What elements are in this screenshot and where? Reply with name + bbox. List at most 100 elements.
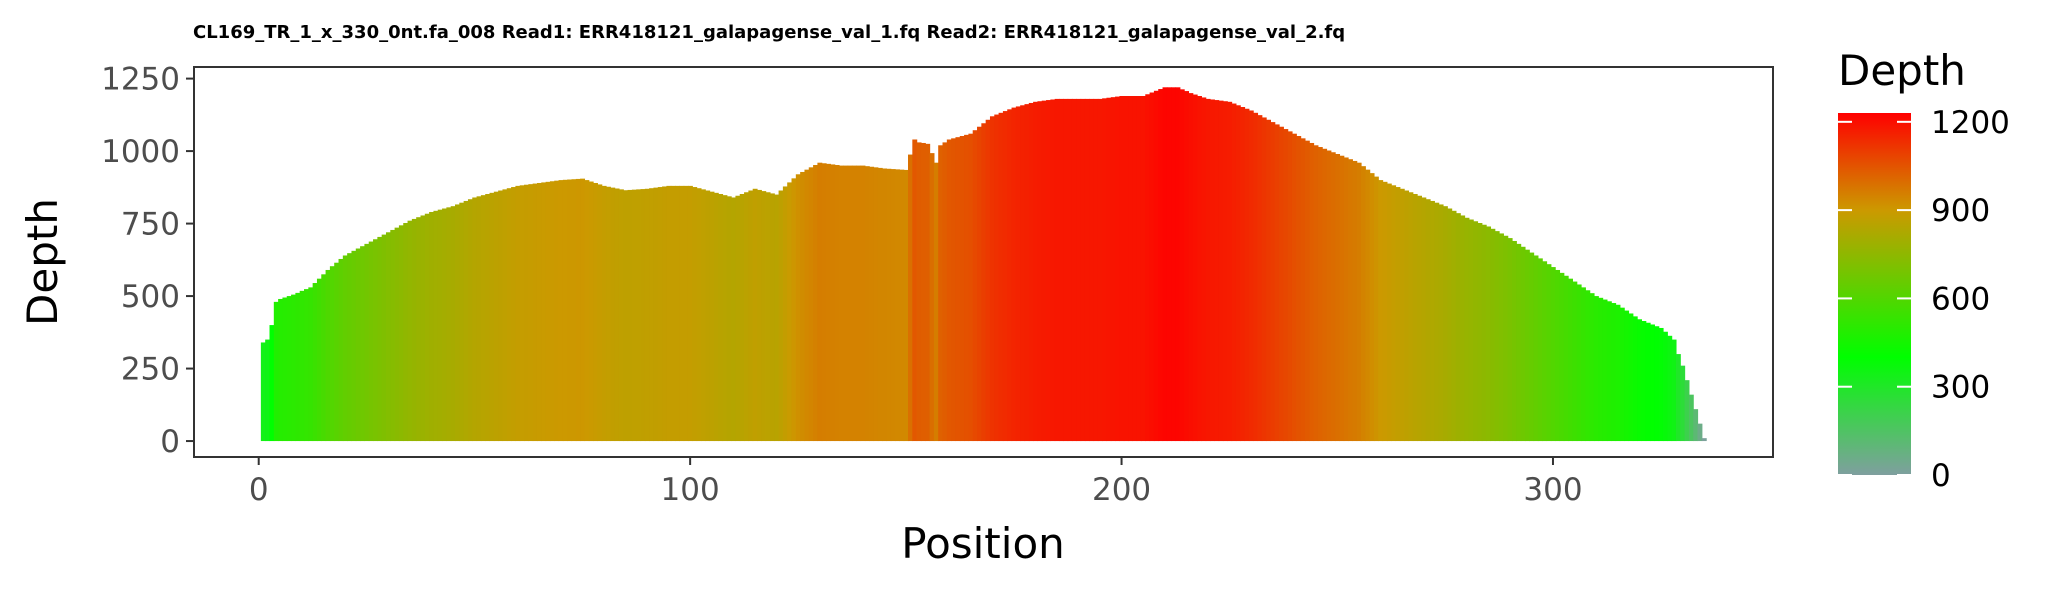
depth-bar	[1050, 99, 1056, 442]
depth-bar	[549, 181, 555, 442]
depth-bar	[787, 182, 793, 442]
depth-bar	[1119, 96, 1125, 442]
depth-bar	[1244, 108, 1250, 442]
depth-bar	[1593, 296, 1599, 442]
depth-bar	[278, 298, 284, 442]
depth-bar	[1680, 365, 1686, 442]
depth-bar	[1356, 162, 1362, 442]
depth-bar	[1598, 297, 1604, 442]
depth-bar	[916, 142, 922, 442]
depth-bar	[1555, 269, 1561, 442]
depth-bar	[1693, 409, 1699, 442]
depth-bar	[683, 185, 689, 442]
depth-bar	[321, 274, 327, 442]
depth-bar	[1641, 321, 1647, 442]
x-tick-label: 0	[249, 472, 269, 508]
depth-bar	[584, 180, 590, 442]
depth-bar	[1179, 89, 1185, 442]
depth-bar	[1140, 96, 1146, 442]
depth-bar	[532, 183, 538, 442]
depth-bar	[662, 186, 667, 442]
depth-bar	[355, 248, 361, 442]
depth-bar	[420, 215, 426, 442]
depth-bar	[1084, 98, 1090, 442]
depth-bar	[1667, 335, 1673, 442]
depth-bar	[571, 179, 577, 442]
legend-colorbar	[1838, 113, 1911, 475]
depth-bar	[1037, 101, 1043, 442]
depth-bar	[1468, 219, 1474, 442]
depth-bar	[1102, 98, 1108, 442]
depth-bar	[368, 241, 374, 442]
depth-bar	[455, 204, 460, 442]
depth-bar	[1399, 188, 1405, 442]
legend-tick-label: 900	[1931, 193, 1990, 229]
depth-bar	[1477, 223, 1483, 442]
depth-bar	[925, 143, 931, 442]
depth-bar	[1011, 107, 1017, 442]
depth-bar	[463, 200, 469, 442]
depth-bar	[877, 167, 883, 442]
depth-bar	[1309, 142, 1315, 442]
depth-bar	[291, 294, 296, 442]
depth-bar	[1589, 293, 1595, 442]
depth-bar	[631, 189, 637, 442]
depth-bar	[1658, 327, 1664, 442]
depth-bar	[489, 192, 495, 442]
chart-title: CL169_TR_1_x_330_0nt.fa_008 Read1: ERR41…	[193, 22, 1345, 43]
depth-bar	[1421, 197, 1427, 442]
depth-bar	[895, 169, 900, 442]
depth-bar	[1365, 169, 1371, 442]
depth-bar	[610, 187, 616, 442]
depth-bar	[360, 246, 366, 442]
legend-title: Depth	[1838, 46, 1966, 95]
depth-bar	[912, 139, 918, 442]
depth-bar	[476, 196, 482, 442]
depth-bar	[312, 283, 318, 442]
depth-bar	[1171, 87, 1177, 442]
depth-bar	[964, 134, 969, 442]
depth-bar	[821, 163, 827, 442]
depth-bar	[920, 142, 926, 442]
depth-bar	[511, 187, 516, 442]
depth-bar	[541, 182, 547, 442]
depth-bar	[748, 190, 754, 442]
depth-bar	[1645, 322, 1651, 442]
depth-bar	[1015, 106, 1021, 442]
depth-bar	[1581, 287, 1586, 442]
depth-bar	[1166, 87, 1172, 442]
plot-panel-border	[193, 66, 1774, 458]
depth-bar	[1059, 98, 1064, 442]
depth-bar	[959, 136, 965, 442]
depth-bar	[1110, 97, 1116, 442]
depth-bar	[1145, 94, 1151, 442]
depth-bar	[1520, 246, 1526, 442]
depth-bar	[666, 185, 672, 442]
depth-bar	[1417, 195, 1422, 442]
depth-bar	[377, 236, 383, 442]
depth-bar	[1550, 267, 1556, 442]
depth-bar	[459, 202, 465, 442]
depth-bar	[1542, 261, 1548, 442]
depth-bar	[808, 167, 814, 442]
depth-bar	[657, 187, 663, 442]
depth-bar	[1033, 101, 1039, 442]
depth-bar	[554, 180, 560, 442]
depth-bar	[761, 191, 767, 442]
depth-bar	[977, 126, 982, 442]
depth-bar	[1089, 98, 1095, 442]
y-tick-label: 500	[121, 279, 180, 315]
depth-bar	[1128, 96, 1133, 442]
depth-bar	[670, 185, 676, 442]
depth-bar	[316, 278, 322, 442]
depth-bar	[705, 190, 711, 442]
depth-bar	[778, 190, 784, 442]
depth-bar	[536, 182, 542, 442]
depth-bar	[1296, 136, 1302, 442]
depth-bar	[1214, 100, 1220, 442]
depth-bar	[847, 165, 853, 442]
depth-bar	[260, 342, 266, 442]
depth-bar	[1080, 98, 1086, 442]
depth-bar	[942, 142, 948, 442]
